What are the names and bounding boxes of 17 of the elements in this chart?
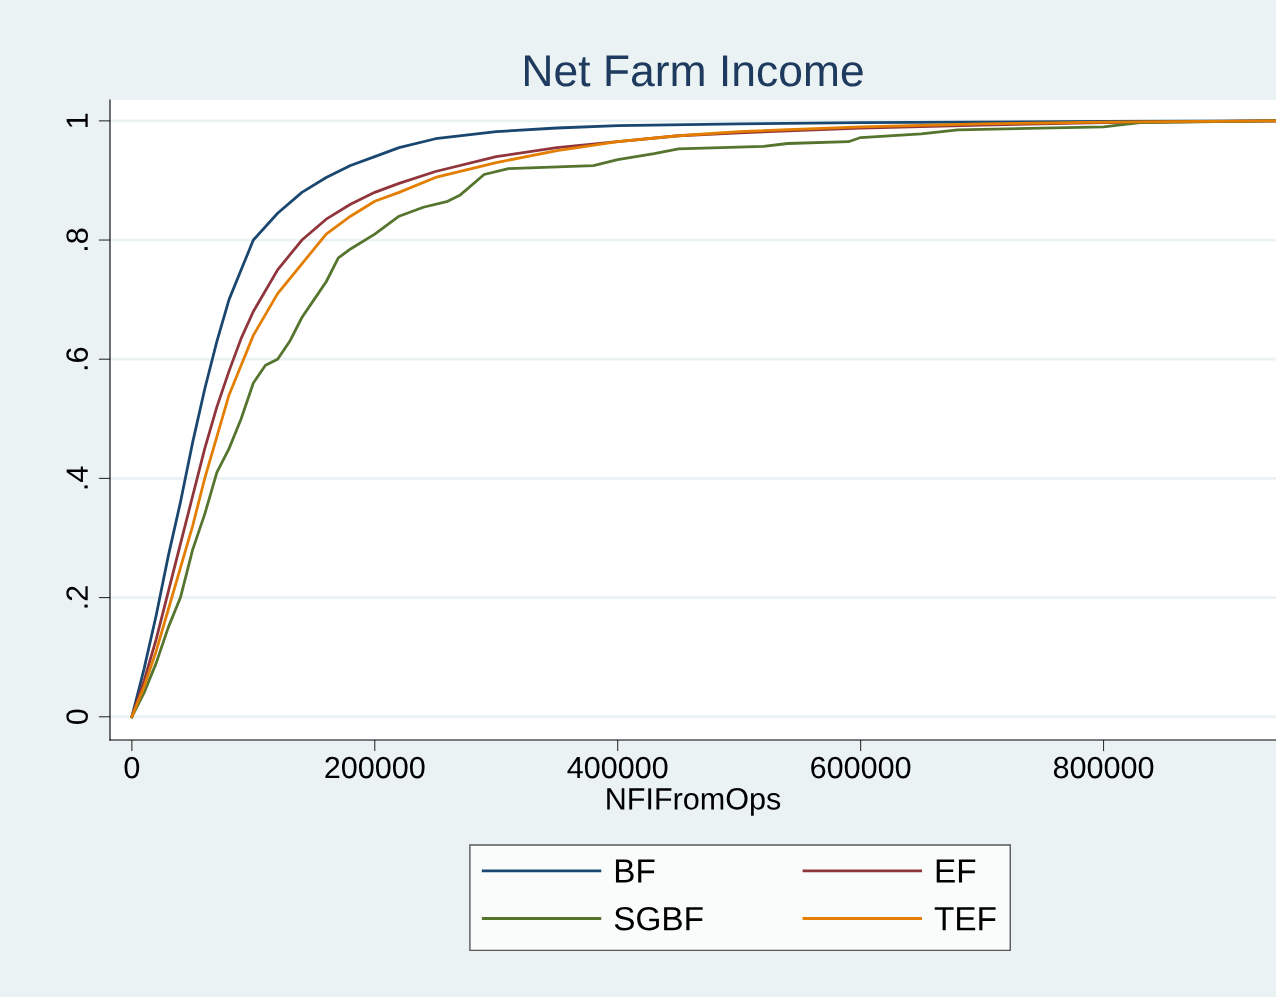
legend-label: TEF [934, 907, 996, 931]
x-tick-label: 0 [124, 756, 140, 779]
chart-title: Net Farm Income [525, 55, 863, 87]
y-tick-label: 1 [66, 113, 88, 128]
y-tick-label: .8 [66, 228, 88, 250]
y-tick-label: .2 [66, 586, 88, 608]
legend-label: BF [615, 859, 655, 883]
legend-label: SGBF [614, 906, 703, 931]
y-tick-label: 0 [66, 709, 88, 725]
x-axis-title: NFIFromOps [607, 788, 781, 816]
x-tick-label: 800000 [1053, 756, 1154, 779]
x-tick-label: 400000 [567, 756, 668, 779]
x-tick-label: 200000 [325, 756, 425, 779]
y-tick-label: .4 [66, 466, 88, 489]
y-tick-label: .6 [66, 347, 88, 370]
legend-label: EF [936, 859, 976, 883]
x-tick-label: 600000 [811, 756, 911, 779]
